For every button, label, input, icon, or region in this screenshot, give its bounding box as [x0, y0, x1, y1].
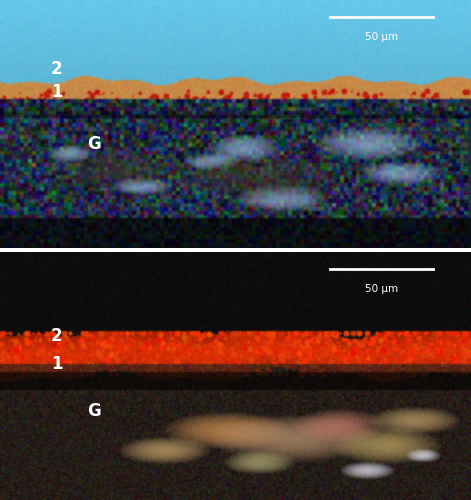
Text: 2: 2 — [51, 328, 62, 345]
Text: 2: 2 — [51, 60, 62, 78]
Text: G: G — [87, 402, 101, 419]
Text: 50 μm: 50 μm — [365, 284, 398, 294]
Text: 1: 1 — [51, 354, 62, 372]
Text: G: G — [87, 135, 101, 153]
Text: 1: 1 — [51, 83, 62, 101]
Text: 50 μm: 50 μm — [365, 32, 398, 42]
